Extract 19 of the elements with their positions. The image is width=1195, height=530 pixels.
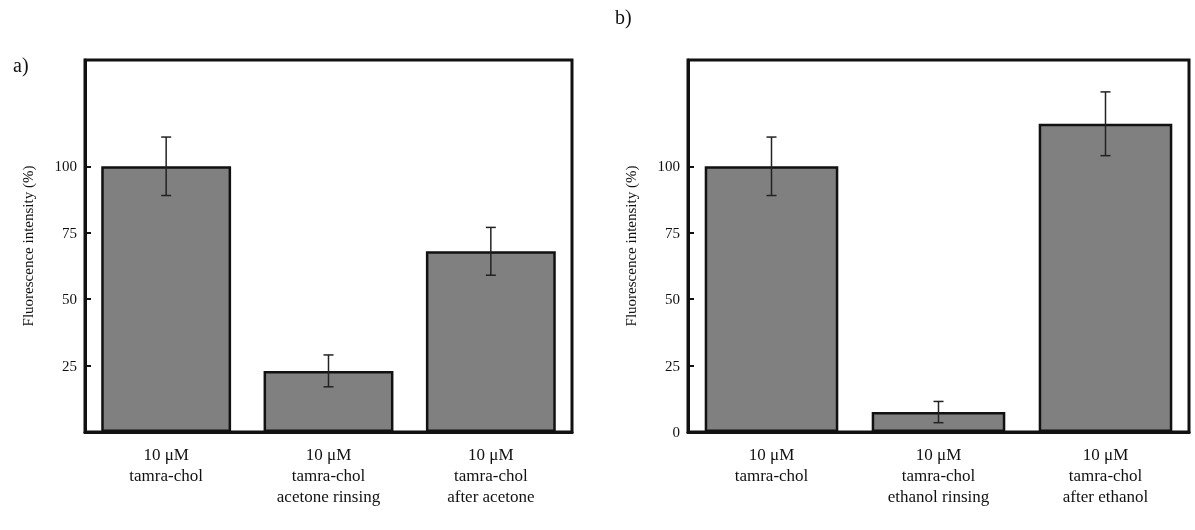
x-tick-label: 10 μM tamra-chol ethanol rinsing: [887, 445, 990, 506]
y-tick-label: 100: [657, 158, 680, 175]
y-tick-label: 100: [54, 158, 77, 175]
y-tick-label: 25: [665, 357, 680, 374]
y-tick-label: 50: [62, 291, 77, 308]
x-tick-label: 10 μM tamra-chol acetone rinsing: [276, 445, 381, 506]
x-tick-label: 10 μM tamra-chol after ethanol: [1062, 445, 1149, 506]
y-tick-label: 0: [672, 424, 680, 440]
y-tick-label: 75: [665, 224, 680, 241]
chart-title: b): [615, 6, 632, 29]
y-tick-label: 50: [665, 291, 680, 308]
y-tick-label: 75: [62, 224, 77, 241]
x-tick-label: 10 μM tamra-chol: [734, 445, 809, 485]
y-axis-title: Fluorescence intensity (%): [622, 165, 640, 327]
y-tick-label: 25: [62, 357, 77, 374]
x-tick-label: 10 μM tamra-chol: [129, 445, 204, 485]
x-tick-label: 10 μM tamra-chol after acetone: [447, 445, 535, 506]
chart-title: a): [13, 54, 29, 77]
y-axis-title: Fluorescence intensity (%): [19, 165, 37, 327]
